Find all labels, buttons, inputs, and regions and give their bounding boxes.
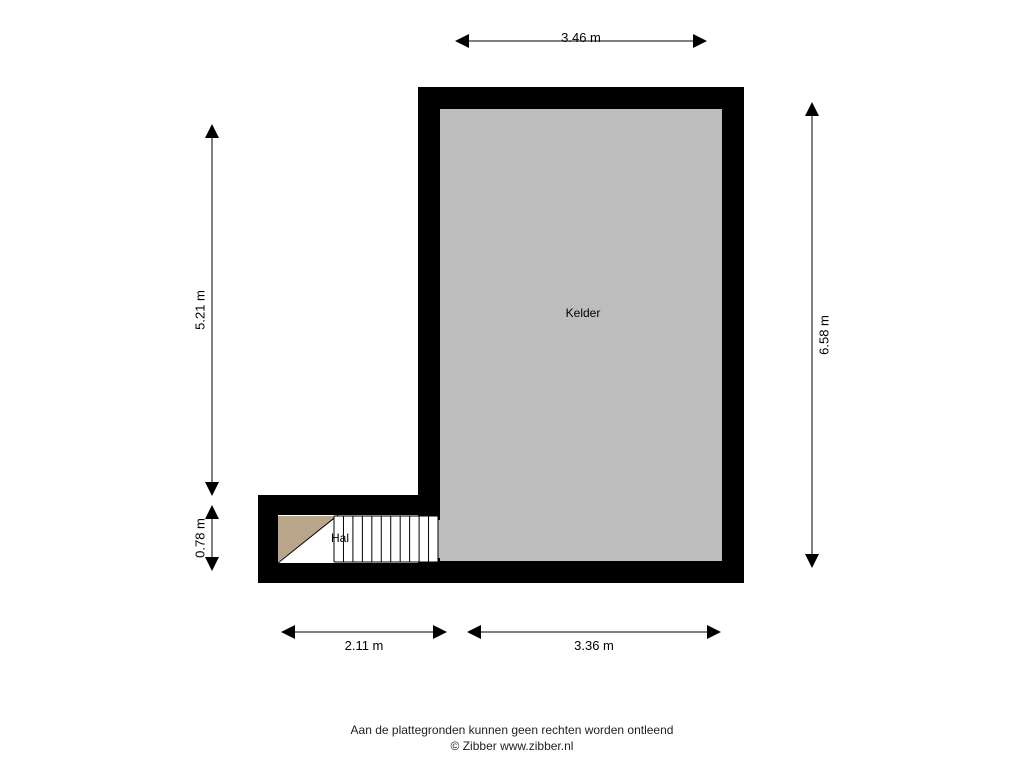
dim-label-left-top: 5.21 m bbox=[193, 290, 208, 330]
room-label-hal: Hal bbox=[331, 531, 349, 545]
footer-line1: Aan de plattegronden kunnen geen rechten… bbox=[351, 723, 674, 737]
dim-label-right: 6.58 m bbox=[817, 315, 832, 355]
footer: Aan de plattegronden kunnen geen rechten… bbox=[0, 722, 1024, 754]
floorplan-svg bbox=[0, 0, 1024, 768]
dim-label-top: 3.46 m bbox=[561, 30, 601, 45]
footer-line2: © Zibber www.zibber.nl bbox=[451, 739, 574, 753]
dim-label-bottom-l: 2.11 m bbox=[345, 638, 384, 653]
dim-label-left-bot: 0.78 m bbox=[193, 518, 208, 558]
dim-label-bottom-r: 3.36 m bbox=[574, 638, 614, 653]
floorplan-canvas: Kelder Hal 3.46 m 3.36 m 2.11 m 6.58 m 5… bbox=[0, 0, 1024, 768]
room-label-kelder: Kelder bbox=[566, 306, 601, 320]
